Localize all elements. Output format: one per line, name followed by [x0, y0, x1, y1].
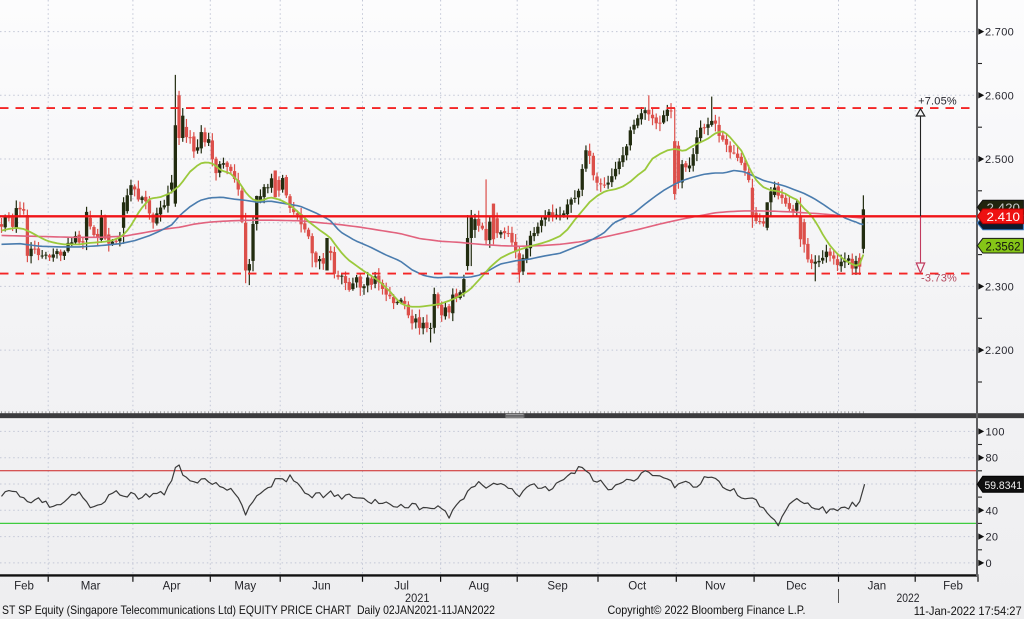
- svg-text:ST SP Equity (Singapore Teleco: ST SP Equity (Singapore Telecommunicatio…: [2, 603, 495, 617]
- svg-text:100: 100: [986, 426, 1005, 438]
- svg-text:Jul: Jul: [394, 581, 409, 593]
- svg-text:Aug: Aug: [469, 581, 489, 593]
- svg-text:May: May: [234, 581, 256, 593]
- svg-text:Apr: Apr: [163, 581, 181, 593]
- svg-text:80: 80: [986, 453, 999, 465]
- svg-text:2.600: 2.600: [985, 90, 1014, 102]
- svg-text:0: 0: [986, 558, 992, 570]
- svg-text:2.700: 2.700: [985, 27, 1014, 39]
- svg-text:Feb: Feb: [943, 581, 963, 593]
- svg-text:Feb: Feb: [14, 581, 34, 593]
- svg-text:40: 40: [986, 505, 999, 517]
- svg-text:2.500: 2.500: [985, 154, 1014, 166]
- svg-text:11-Jan-2022 17:54:27: 11-Jan-2022 17:54:27: [914, 604, 1022, 618]
- svg-text:20: 20: [986, 532, 999, 544]
- svg-text:2.300: 2.300: [985, 281, 1014, 293]
- svg-text:2.410: 2.410: [987, 210, 1021, 224]
- svg-text:Jan: Jan: [868, 581, 887, 593]
- svg-text:59.8341: 59.8341: [985, 480, 1023, 492]
- svg-text:2.200: 2.200: [985, 345, 1014, 357]
- svg-text:2.3562: 2.3562: [986, 241, 1021, 253]
- svg-text:Dec: Dec: [786, 581, 807, 593]
- svg-text:Oct: Oct: [628, 581, 647, 593]
- svg-text:Nov: Nov: [705, 581, 726, 593]
- svg-text:2021: 2021: [405, 591, 430, 605]
- svg-text:2022: 2022: [897, 591, 920, 605]
- svg-text:Copyright© 2022 Bloomberg Fina: Copyright© 2022 Bloomberg Finance L.P.: [608, 603, 806, 617]
- svg-text:Jun: Jun: [312, 581, 331, 593]
- svg-text:-3.73%: -3.73%: [921, 273, 957, 285]
- svg-text:Sep: Sep: [547, 581, 567, 593]
- svg-text:Mar: Mar: [81, 581, 101, 593]
- svg-text:+7.05%: +7.05%: [918, 96, 957, 108]
